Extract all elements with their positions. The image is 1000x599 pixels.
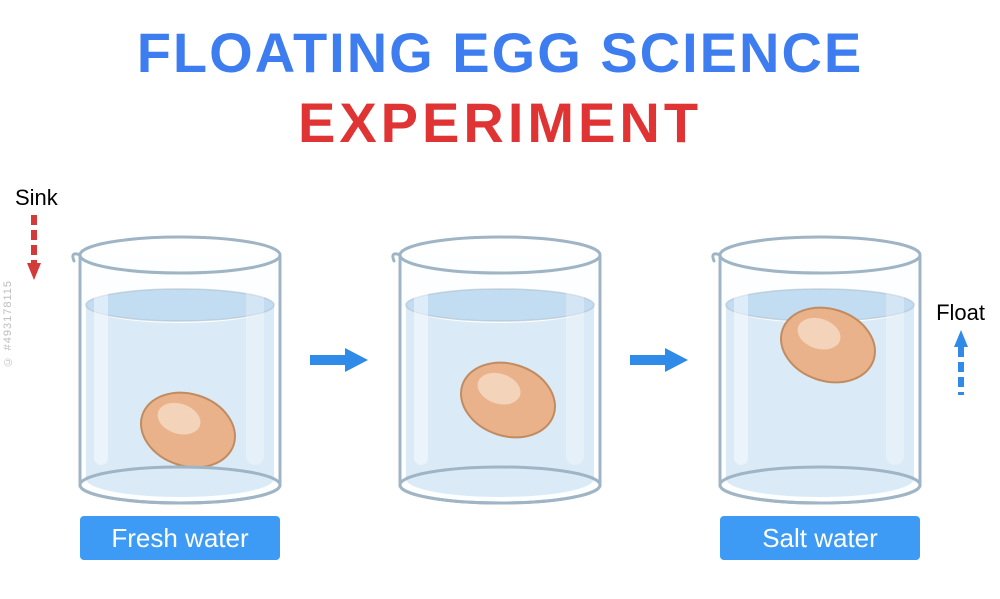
diagram-row: Fresh water Salt water [0, 210, 1000, 530]
title-line2: Experiment [0, 90, 1000, 155]
label-fresh-water: Fresh water [80, 516, 280, 560]
arrow-right-icon [310, 345, 370, 375]
title-line1: Floating Egg Science [0, 20, 1000, 85]
arrow-right-icon [630, 345, 690, 375]
beaker-salt-water: Salt water [700, 230, 940, 510]
sink-label: Sink [15, 185, 58, 211]
label-salt-water: Salt water [720, 516, 920, 560]
beaker-middle [380, 230, 620, 510]
beaker-fresh-water: Fresh water [60, 230, 300, 510]
watermark-text: © #493178115 [2, 280, 14, 367]
